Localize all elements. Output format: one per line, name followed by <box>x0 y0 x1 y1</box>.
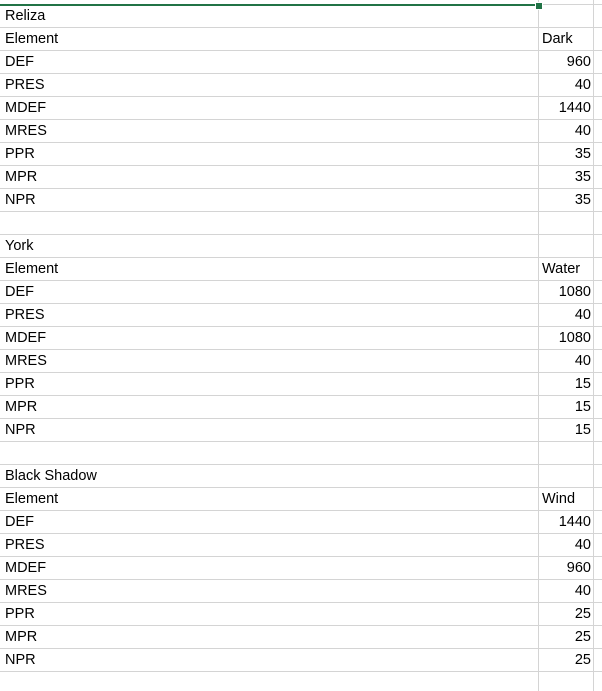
stat-label-cell[interactable]: PRES <box>5 77 45 93</box>
active-cell-border <box>0 4 538 6</box>
stat-value-cell[interactable]: 40 <box>574 537 591 553</box>
stat-value-cell[interactable]: 15 <box>574 376 591 392</box>
stat-value-cell[interactable]: 35 <box>574 169 591 185</box>
stat-value-cell[interactable]: 960 <box>566 560 591 576</box>
stat-label-cell[interactable]: MRES <box>5 123 47 139</box>
stat-label-cell[interactable]: DEF <box>5 514 34 530</box>
stat-value-cell[interactable]: 25 <box>574 606 591 622</box>
stat-value-cell[interactable]: 1440 <box>558 514 591 530</box>
stat-label-cell[interactable]: MRES <box>5 583 47 599</box>
stat-value-cell[interactable]: 40 <box>574 77 591 93</box>
stat-value-cell[interactable]: 1080 <box>558 284 591 300</box>
stat-value-cell[interactable]: 960 <box>566 54 591 70</box>
stat-value-cell[interactable]: 1440 <box>558 100 591 116</box>
stat-label-cell[interactable]: NPR <box>5 192 36 208</box>
stat-value-cell[interactable]: 25 <box>574 629 591 645</box>
stat-label-cell[interactable]: PRES <box>5 307 45 323</box>
character-name-cell[interactable]: Black Shadow <box>5 468 97 484</box>
stat-label-cell[interactable]: NPR <box>5 652 36 668</box>
stat-label-cell[interactable]: PRES <box>5 537 45 553</box>
stat-label-cell[interactable]: MRES <box>5 353 47 369</box>
stat-label-cell[interactable]: MPR <box>5 169 38 185</box>
header-label-cell[interactable]: Element <box>5 491 59 507</box>
character-name-cell[interactable]: York <box>5 238 34 254</box>
stat-value-cell[interactable]: 40 <box>574 583 591 599</box>
stat-label-cell[interactable]: MDEF <box>5 560 47 576</box>
stat-value-cell[interactable]: 35 <box>574 192 591 208</box>
stat-label-cell[interactable]: MPR <box>5 629 38 645</box>
element-type-cell[interactable]: Wind <box>542 491 576 507</box>
stat-label-cell[interactable]: MDEF <box>5 100 47 116</box>
stat-value-cell[interactable]: 40 <box>574 353 591 369</box>
element-type-cell[interactable]: Water <box>542 261 581 277</box>
fill-handle[interactable] <box>535 2 543 10</box>
stat-label-cell[interactable]: PPR <box>5 606 35 622</box>
stat-label-cell[interactable]: MPR <box>5 399 38 415</box>
stat-label-cell[interactable]: DEF <box>5 54 34 70</box>
stat-value-cell[interactable]: 35 <box>574 146 591 162</box>
header-label-cell[interactable]: Element <box>5 261 59 277</box>
character-name-cell[interactable]: Reliza <box>5 8 46 24</box>
stat-label-cell[interactable]: DEF <box>5 284 34 300</box>
stat-label-cell[interactable]: PPR <box>5 376 35 392</box>
stat-value-cell[interactable]: 40 <box>574 307 591 323</box>
stat-label-cell[interactable]: MDEF <box>5 330 47 346</box>
stat-value-cell[interactable]: 15 <box>574 422 591 438</box>
stat-value-cell[interactable]: 25 <box>574 652 591 668</box>
header-label-cell[interactable]: Element <box>5 31 59 47</box>
stat-label-cell[interactable]: NPR <box>5 422 36 438</box>
stat-value-cell[interactable]: 40 <box>574 123 591 139</box>
stat-value-cell[interactable]: 1080 <box>558 330 591 346</box>
stat-label-cell[interactable]: PPR <box>5 146 35 162</box>
stat-value-cell[interactable]: 15 <box>574 399 591 415</box>
element-type-cell[interactable]: Dark <box>542 31 573 47</box>
